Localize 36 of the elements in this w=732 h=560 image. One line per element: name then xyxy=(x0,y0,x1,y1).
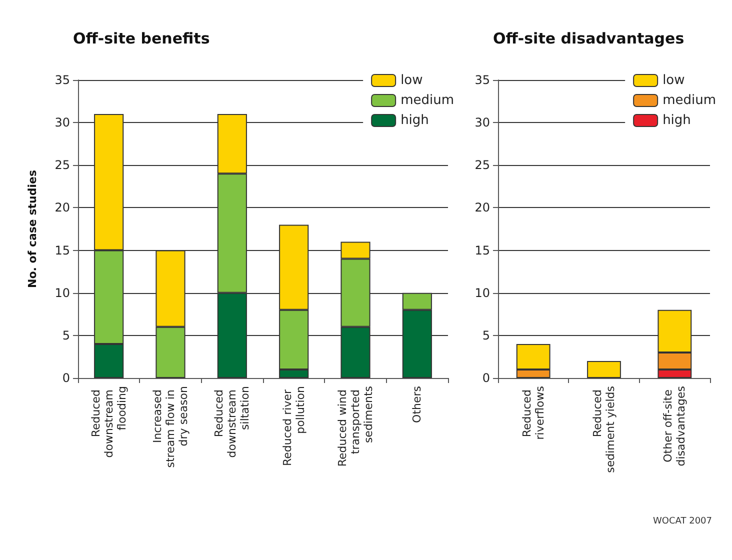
y-tick-label: 30 xyxy=(474,116,490,130)
y-tick-label: 10 xyxy=(54,286,70,300)
y-tick-label: 25 xyxy=(54,158,70,172)
y-tick-label: 35 xyxy=(54,73,70,87)
y-tick-label: 15 xyxy=(54,243,70,258)
x-tick-label: Reduced wind transported sediments xyxy=(336,386,375,467)
y-tick-label: 5 xyxy=(62,328,70,342)
text: WOCAT 2007 xyxy=(653,516,712,526)
legend-label: low xyxy=(662,73,686,88)
y-tick-label: 5 xyxy=(482,328,490,342)
y-tick-label: 0 xyxy=(482,371,490,385)
x-tick-label: Reduced river pollution xyxy=(280,386,307,466)
y-tick-label: 35 xyxy=(474,73,490,87)
legend-label: medium xyxy=(662,93,716,108)
chart-title: Off-site benefits xyxy=(73,30,210,48)
y-tick-label: 20 xyxy=(54,200,70,215)
x-tick-label: Reduced downstream flooding xyxy=(89,386,128,458)
legend-label: high xyxy=(662,113,691,128)
x-tick-label: Reduced riverflows xyxy=(520,386,546,440)
y-tick-label: 25 xyxy=(474,158,490,172)
x-tick-label: Others xyxy=(410,386,424,423)
y-tick-label: 0 xyxy=(62,371,70,385)
x-tick-label: Increased stream flow in dry season xyxy=(151,386,190,468)
legend-label: low xyxy=(400,73,424,88)
bar xyxy=(587,360,621,378)
y-axis-title: No. of case studies xyxy=(26,170,39,288)
y-tick-label: 10 xyxy=(474,286,490,300)
chart-title: Off-site disadvantages xyxy=(493,30,684,48)
x-tick-label: Other off-site disadvantages xyxy=(662,386,688,466)
y-tick-label: 30 xyxy=(54,116,70,130)
legend-label: high xyxy=(400,113,429,128)
y-tick-label: 20 xyxy=(474,200,490,215)
x-tick-label: Reduced sediment yields xyxy=(591,386,617,473)
x-tick-label: Reduced downstream siltation xyxy=(212,386,252,458)
legend-label: medium xyxy=(400,93,454,108)
y-tick-label: 15 xyxy=(474,243,490,258)
